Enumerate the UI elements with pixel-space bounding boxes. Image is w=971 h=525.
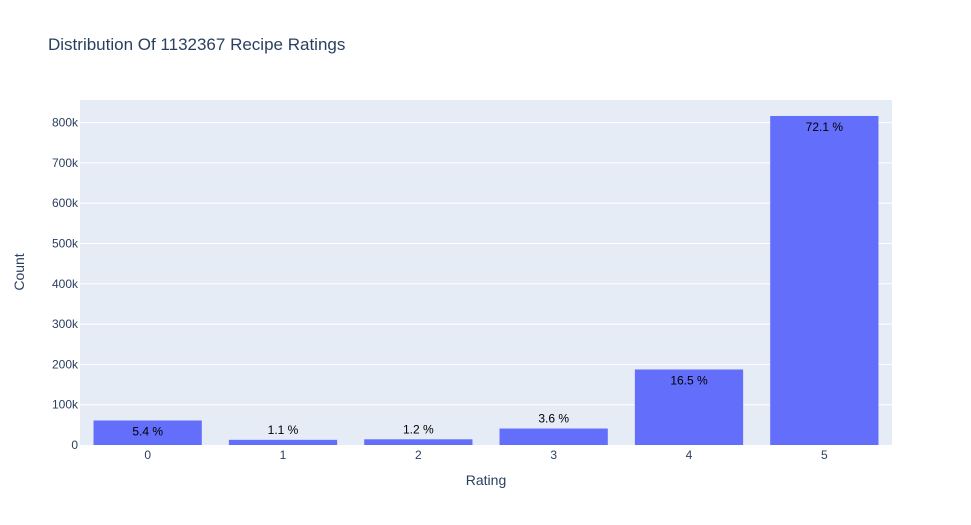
bar-data-label: 1.1 % bbox=[268, 423, 299, 437]
y-tick-label: 800k bbox=[52, 116, 79, 130]
bar-rating-2 bbox=[364, 439, 473, 445]
bar-rating-1 bbox=[228, 439, 338, 445]
x-tick-label: 2 bbox=[415, 448, 422, 462]
data-labels: 5.4 % 1.1 % 1.2 % 3.6 % 16.5 % 72.1 % bbox=[132, 120, 843, 439]
x-tick-label: 4 bbox=[686, 448, 693, 462]
y-axis-title: Count bbox=[11, 253, 27, 290]
gridlines bbox=[80, 122, 892, 406]
y-tick-label: 200k bbox=[52, 357, 79, 371]
bar-rating-3 bbox=[499, 428, 608, 445]
x-tick-label: 3 bbox=[550, 448, 557, 462]
x-tick-label: 5 bbox=[821, 448, 828, 462]
y-tick-label: 600k bbox=[52, 196, 79, 210]
bar-rating-0 bbox=[93, 420, 202, 445]
chart-title: Distribution Of 1132367 Recipe Ratings bbox=[48, 35, 345, 54]
plot-area bbox=[80, 100, 892, 445]
y-tick-label: 100k bbox=[52, 398, 79, 412]
y-tick-label: 0 bbox=[71, 438, 78, 452]
bar-rating-5 bbox=[770, 115, 879, 445]
bar-data-label: 1.2 % bbox=[403, 422, 434, 436]
bar-data-label: 5.4 % bbox=[132, 424, 163, 438]
x-tick-label: 0 bbox=[144, 448, 151, 462]
x-axis-title: Rating bbox=[466, 472, 506, 488]
x-axis-ticks: 0 1 2 3 4 5 bbox=[144, 448, 828, 462]
y-tick-label: 700k bbox=[52, 156, 79, 170]
y-tick-label: 500k bbox=[52, 236, 79, 250]
y-tick-label: 400k bbox=[52, 277, 79, 291]
bars bbox=[93, 115, 879, 445]
y-tick-label: 300k bbox=[52, 317, 79, 331]
bar-data-label: 3.6 % bbox=[538, 412, 569, 426]
x-tick-label: 1 bbox=[280, 448, 287, 462]
bar-rating-4 bbox=[634, 369, 744, 445]
y-axis-ticks: 0 100k 200k 300k 400k 500k 600k 700k 800k bbox=[52, 116, 79, 452]
bar-data-label: 16.5 % bbox=[670, 373, 708, 387]
bar-data-label: 72.1 % bbox=[806, 120, 844, 134]
